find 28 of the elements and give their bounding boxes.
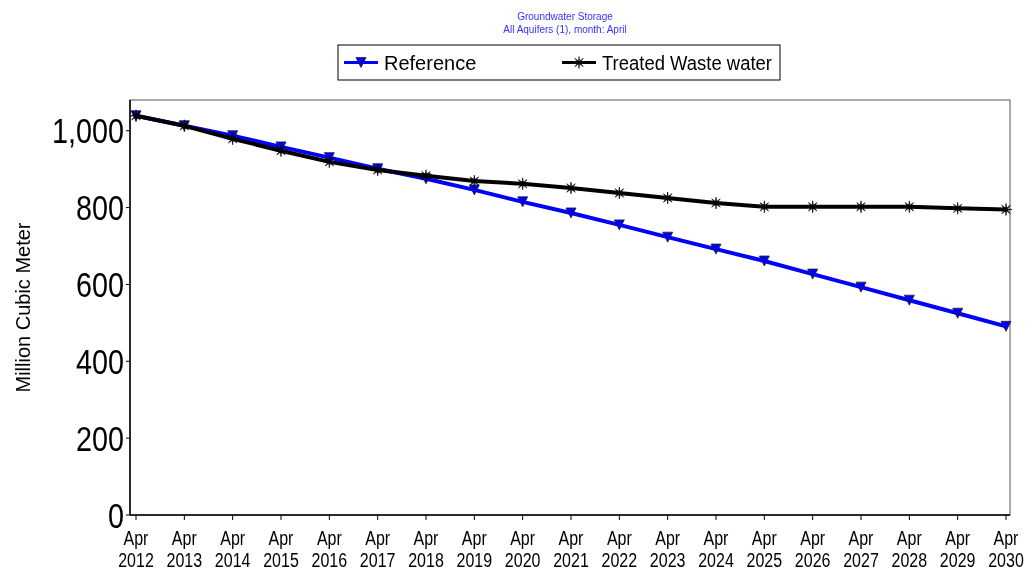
x-tick-label: Apr 2028 [891, 527, 928, 572]
chart-subtitle: All Aquifers (1), month: April [503, 24, 627, 35]
y-axis-title: Million Cubic Meter [12, 222, 34, 393]
y-tick-label: 800 [75, 187, 124, 228]
x-tick-label: Apr 2016 [311, 527, 348, 572]
y-tick-label: 200 [75, 417, 124, 459]
x-tick-label: Apr 2027 [843, 527, 879, 572]
x-tick-label: Apr 2026 [794, 527, 831, 572]
x-tick-label: Apr 2029 [939, 527, 976, 572]
chart-title: Groundwater Storage [517, 11, 614, 22]
x-tick-label: Apr 2022 [601, 527, 638, 572]
x-tick-label: Apr 2017 [359, 527, 396, 572]
x-tick-label: Apr 2024 [698, 527, 734, 572]
legend-label: Reference [384, 51, 477, 74]
x-tick-label: Apr 2014 [214, 527, 251, 572]
x-tick-label: Apr 2023 [649, 527, 686, 572]
x-tick-label: Apr 2020 [504, 527, 541, 572]
x-tick-label: Apr 2021 [553, 527, 589, 572]
y-tick-label: 1,000 [51, 110, 124, 152]
x-tick-label: Apr 2013 [166, 527, 203, 572]
x-tick-label: Apr 2018 [408, 527, 444, 572]
x-tick-label: Apr 2030 [988, 527, 1024, 572]
x-tick-label: Apr 2015 [263, 527, 299, 572]
y-tick-label: 400 [75, 340, 124, 382]
x-tick-label: Apr 2019 [456, 527, 493, 572]
legend-label: Treated Waste water [602, 51, 787, 74]
x-tick-label: Apr 2025 [746, 527, 783, 572]
y-tick-label: 600 [75, 263, 124, 305]
